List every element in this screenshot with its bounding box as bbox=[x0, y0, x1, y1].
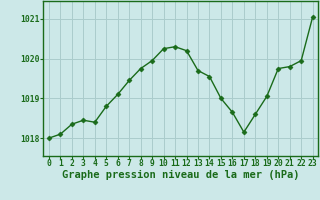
X-axis label: Graphe pression niveau de la mer (hPa): Graphe pression niveau de la mer (hPa) bbox=[62, 170, 300, 180]
